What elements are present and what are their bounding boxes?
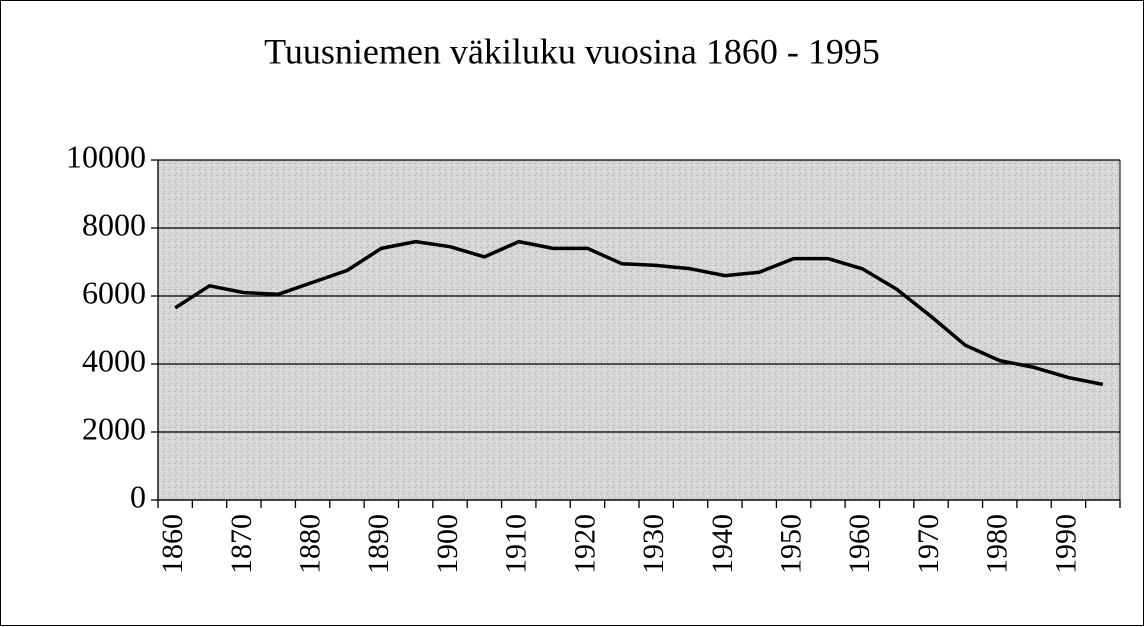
plot-area — [158, 160, 1120, 500]
chart-title: Tuusniemen väkiluku vuosina 1860 - 1995 — [264, 31, 880, 71]
x-tick-label: 1860 — [156, 514, 189, 574]
x-tick-label: 1870 — [225, 514, 258, 574]
x-tick-label: 1950 — [774, 514, 807, 574]
x-tick-label: 1930 — [637, 514, 670, 574]
x-tick-label: 1980 — [981, 514, 1014, 574]
x-tick-label: 1880 — [293, 514, 326, 574]
y-tick-label: 10000 — [66, 138, 146, 174]
x-tick-label: 1900 — [431, 514, 464, 574]
x-tick-label: 1960 — [843, 514, 876, 574]
x-tick-label: 1970 — [912, 514, 945, 574]
y-tick-label: 6000 — [82, 274, 146, 310]
y-tick-label: 8000 — [82, 206, 146, 242]
data-line — [174, 239, 1104, 387]
x-tick-label: 1940 — [706, 514, 739, 574]
x-tick-label: 1890 — [362, 514, 395, 574]
y-tick-label: 4000 — [82, 342, 146, 378]
y-tick-label: 2000 — [82, 410, 146, 446]
x-tick-label: 1910 — [500, 514, 533, 574]
x-tick-label: 1990 — [1049, 514, 1082, 574]
x-tick-label: 1920 — [568, 514, 601, 574]
y-tick-label: 0 — [130, 478, 146, 514]
